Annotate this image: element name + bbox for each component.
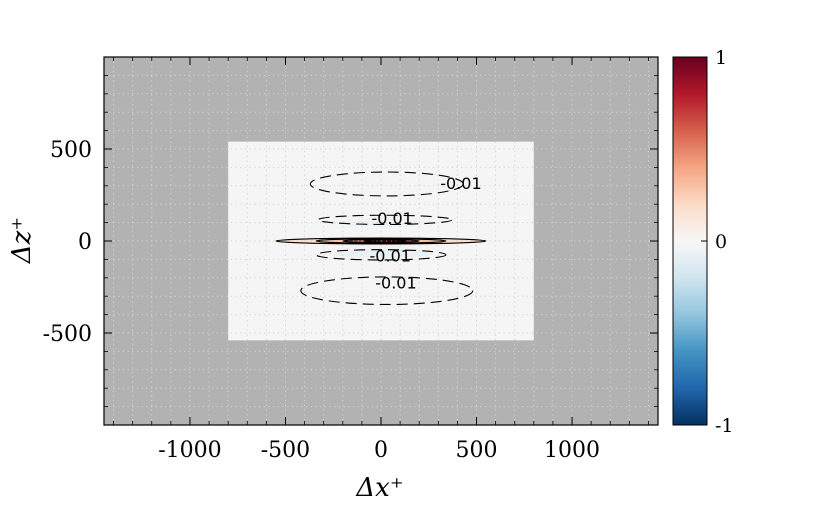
negative-contour-line: [309, 171, 464, 197]
negative-lobe: [333, 249, 433, 259]
colorbar-tick-label: 0: [715, 231, 727, 253]
contour-lines: [275, 171, 487, 306]
negative-contour-line: [315, 249, 447, 261]
colorbar-ticks: 1 0 -1: [701, 47, 734, 437]
contour-label: -0.01: [440, 174, 481, 193]
x-tick-label: -500: [261, 438, 310, 463]
x-axis-ticks: -1000 -500 0 500 1000: [158, 57, 600, 463]
x-tick-label: 0: [374, 438, 388, 463]
x-tick-label: 500: [456, 438, 498, 463]
contour-label: -0.01: [371, 209, 412, 228]
x-tick-label: 1000: [544, 438, 600, 463]
y-axis-label: Δz⁺: [7, 217, 37, 264]
contour-label: -0.01: [375, 273, 416, 292]
y-axis-ticks: -500 0 500: [43, 138, 658, 347]
contour-label: -0.01: [370, 247, 411, 266]
colorbar-tick-label: 1: [715, 47, 727, 69]
y-tick-label: 500: [50, 138, 92, 163]
plot-area: -0.01 -0.01 -0.01 -0.01 -1000 -500 0 500 1000 -…: [43, 56, 659, 463]
minor-ticks: [104, 57, 658, 425]
colorbar-tick-label: -1: [715, 415, 734, 437]
y-tick-label: 0: [78, 230, 92, 255]
positive-contour-line: [363, 239, 407, 243]
x-tick-label: -1000: [158, 438, 221, 463]
y-tick-label: -500: [43, 322, 92, 347]
positive-contour-line: [342, 238, 420, 244]
positive-contour-line: [275, 237, 487, 245]
negative-contour-line: [317, 214, 453, 225]
grid-lines: [104, 57, 658, 425]
x-axis-label: Δx⁺: [355, 473, 403, 503]
positive-contour-line: [315, 238, 447, 244]
negative-contour-line: [300, 276, 474, 306]
contour-labels: -0.01 -0.01 -0.01 -0.01: [370, 174, 482, 292]
colorbar: 1 0 -1: [672, 47, 734, 437]
